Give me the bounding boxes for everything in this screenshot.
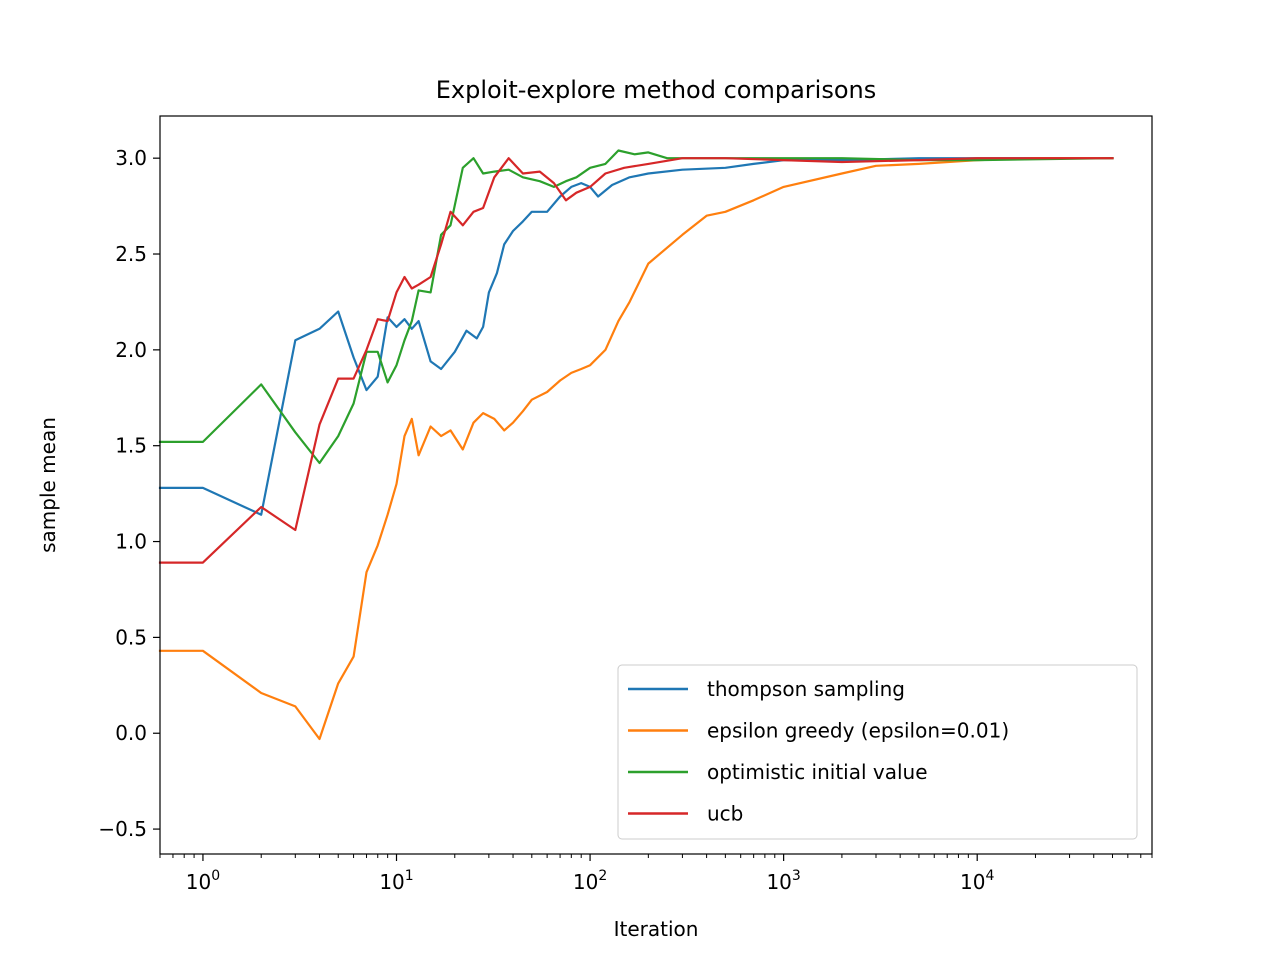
- x-tick-label-base: 10: [186, 870, 211, 894]
- x-tick-label: 101: [379, 868, 413, 894]
- y-axis-label: sample mean: [36, 417, 60, 553]
- legend-label: thompson sampling: [707, 677, 905, 701]
- x-tick-label: 100: [186, 868, 220, 894]
- chart-title: Exploit-explore method comparisons: [436, 76, 877, 104]
- y-tick-label: 3.0: [115, 146, 147, 170]
- x-tick-label: 104: [960, 868, 994, 894]
- series-layer: [158, 149, 1114, 741]
- x-tick-label-exponent: 3: [792, 868, 801, 884]
- x-tick-label-exponent: 1: [405, 868, 414, 884]
- y-tick-label: −0.5: [98, 817, 147, 841]
- y-tick-label: 1.0: [115, 530, 147, 554]
- x-tick-label-base: 10: [766, 870, 791, 894]
- legend-label: optimistic initial value: [707, 760, 928, 784]
- x-tick-label-exponent: 4: [985, 868, 994, 884]
- series-line-2: [158, 157, 1114, 741]
- x-tick-label-base: 10: [379, 870, 404, 894]
- y-tick-label: 2.5: [115, 242, 147, 266]
- legend-box: [617, 664, 1138, 840]
- y-tick-label: 0.5: [115, 625, 147, 649]
- series-line-4: [158, 157, 1114, 564]
- legend-label: ucb: [707, 802, 743, 826]
- y-tick-label: 0.0: [115, 721, 147, 745]
- x-tick-label-exponent: 0: [211, 868, 220, 884]
- series-line-1: [158, 157, 1114, 516]
- x-axis-label: Iteration: [614, 917, 699, 941]
- legend-label: epsilon greedy (epsilon=0.01): [707, 719, 1009, 743]
- x-tick-label-exponent: 2: [598, 868, 607, 884]
- y-tick-label: 2.0: [115, 338, 147, 362]
- legend: thompson sampling epsilon greedy (epsilon…: [617, 664, 1138, 840]
- x-tick-label: 103: [766, 868, 800, 894]
- y-tick-label: 1.5: [115, 434, 147, 458]
- x-tick-label-base: 10: [960, 870, 985, 894]
- x-tick-label: 102: [573, 868, 607, 894]
- plot-frame: [159, 115, 1153, 855]
- x-tick-label-base: 10: [573, 870, 598, 894]
